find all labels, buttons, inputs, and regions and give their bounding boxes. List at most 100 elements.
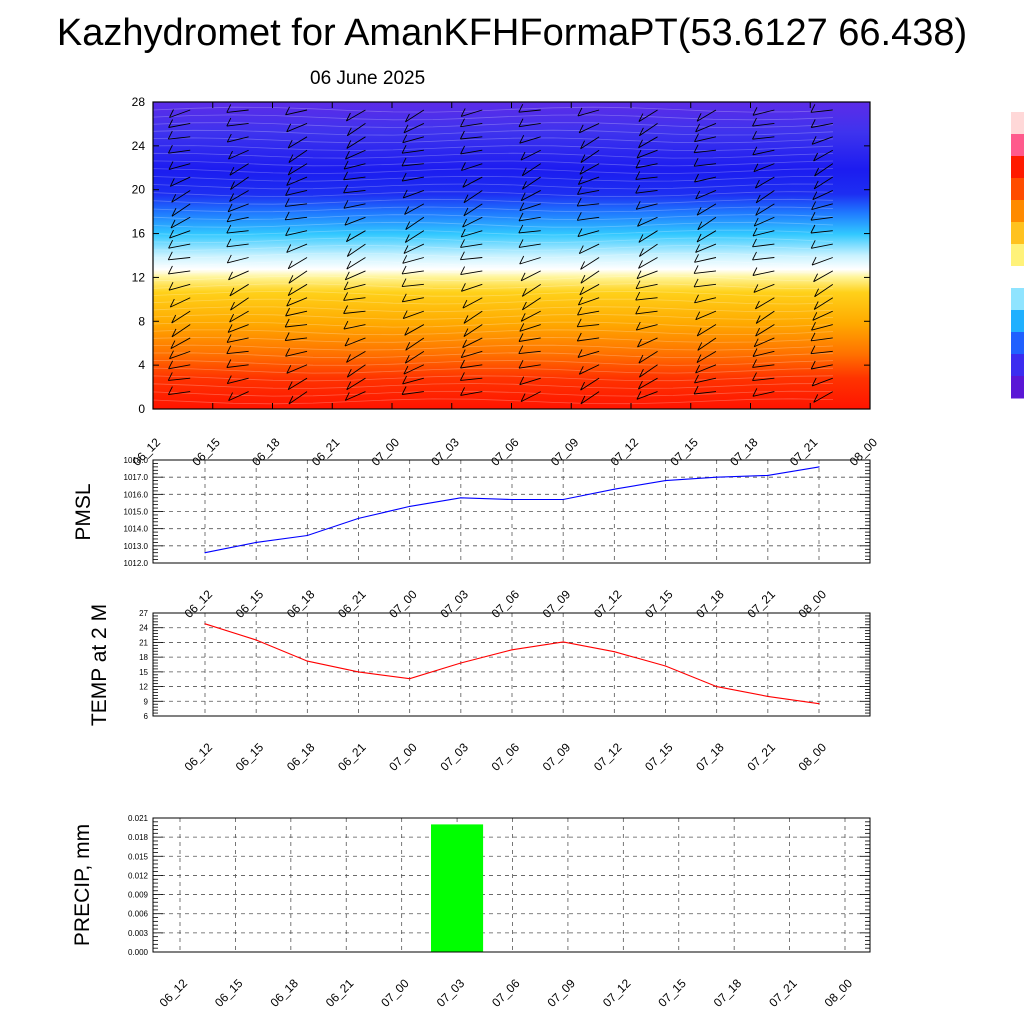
pmsl-point: [255, 541, 257, 544]
colorbar-swatch: [1011, 354, 1024, 377]
pmsl-x-tick-label: 07_09: [540, 587, 574, 621]
wind-barb-flag: [752, 117, 757, 127]
xsec-isoline: [152, 229, 834, 236]
wind-barb-flag: [752, 238, 757, 248]
wind-barb: [345, 270, 366, 281]
wind-barb: [752, 136, 775, 140]
wind-barb-flag: [287, 381, 293, 390]
wind-barb: [577, 310, 600, 316]
wind-barb: [522, 163, 541, 177]
wind-barb-flag: [167, 130, 173, 140]
wind-barb-flag: [753, 163, 759, 172]
wind-barb: [638, 109, 658, 122]
wind-barb: [402, 377, 424, 385]
wind-barb-flag: [755, 207, 761, 216]
wind-barb-flag: [344, 150, 350, 160]
wind-barb: [694, 163, 717, 167]
wind-barb: [695, 364, 717, 374]
wind-barb: [229, 283, 249, 297]
wind-barb: [697, 216, 717, 231]
wind-barb-flag: [460, 228, 466, 238]
wind-barb-flag: [576, 318, 582, 328]
wind-barb: [754, 337, 775, 348]
wind-barb-flag: [579, 286, 585, 296]
pmsl-point: [460, 497, 462, 499]
wind-barb: [285, 203, 308, 207]
wind-barb-flag: [284, 198, 290, 207]
precip-y-tick-label: 0.012: [128, 871, 149, 880]
wind-barb-flag: [169, 229, 174, 239]
wind-barb: [519, 377, 541, 386]
wind-barb: [694, 257, 717, 263]
wind-barb-flag: [227, 203, 233, 213]
wind-barb-flag: [814, 288, 820, 297]
wind-barb-flag: [460, 387, 466, 396]
xsec-isoline: [152, 106, 834, 113]
wind-barb-flag: [811, 256, 817, 266]
xsec-x-tick-label: 07_18: [727, 435, 761, 469]
temp-point: [511, 649, 513, 651]
wind-barb: [810, 216, 833, 221]
temp-y-tick-label: 27: [139, 609, 148, 618]
wind-barb: [346, 377, 366, 391]
wind-barb: [753, 283, 775, 293]
wind-barb: [755, 190, 775, 204]
wind-barb-flag: [518, 239, 524, 248]
wind-barb-flag: [404, 354, 410, 364]
xsec-isoline: [152, 290, 834, 297]
wind-barb: [752, 257, 775, 261]
wind-barb-flag: [696, 327, 702, 337]
wind-barb-flag: [752, 359, 757, 368]
pmsl-y-axis-title: PMSL: [72, 483, 95, 540]
wind-barb: [229, 190, 249, 202]
wind-barb-flag: [169, 109, 174, 118]
wind-barb: [518, 216, 541, 222]
pmsl-y-tick-label: 1012.0: [124, 559, 149, 568]
wind-barb-flag: [697, 342, 703, 351]
wind-barb: [345, 149, 366, 160]
wind-barb: [343, 203, 366, 209]
wind-barb: [813, 297, 834, 310]
wind-barb-flag: [755, 194, 761, 204]
wind-barb-flag: [343, 305, 349, 314]
precip-x-tick-label: 07_06: [489, 976, 523, 1010]
wind-barb-flag: [576, 197, 582, 207]
wind-barb: [170, 337, 191, 349]
wind-barb: [639, 364, 658, 378]
wind-barb-flag: [638, 260, 643, 269]
temp-x-tick-label: 07_03: [437, 740, 471, 774]
pmsl-x-tick-label: 07_12: [591, 587, 625, 621]
wind-barb-flag: [460, 118, 465, 127]
wind-barb-flag: [462, 179, 468, 188]
wind-barb-flag: [169, 178, 175, 187]
wind-barb-flag: [580, 381, 586, 391]
wind-barb: [461, 163, 483, 171]
wind-barb: [461, 109, 483, 117]
xsec-isoline: [152, 360, 834, 366]
xsec-isoline: [152, 114, 834, 121]
wind-barb: [286, 364, 308, 374]
precip-y-tick-label: 0.009: [128, 891, 149, 900]
wind-barb-flag: [635, 291, 641, 301]
wind-barb-flag: [346, 127, 352, 137]
wind-barb: [171, 190, 191, 203]
pmsl-y-tick-label: 1016.0: [124, 490, 149, 499]
wind-barb: [577, 109, 600, 117]
wind-barb-flag: [693, 144, 699, 153]
wind-barb-flag: [285, 187, 291, 196]
wind-barb-flag: [226, 104, 232, 113]
wind-barb: [346, 350, 366, 363]
wind-barb: [168, 364, 191, 370]
wind-barb: [285, 230, 308, 237]
wind-barb: [226, 230, 249, 234]
wind-barb: [285, 190, 308, 196]
wind-barb-flag: [696, 354, 702, 363]
xsec-isoline: [152, 214, 834, 221]
wind-barb-flag: [346, 368, 352, 378]
wind-barb: [230, 176, 249, 190]
temp-x-tick-label: 07_21: [744, 740, 778, 774]
wind-barb: [461, 350, 483, 359]
wind-barb-flag: [168, 239, 174, 249]
wind-barb-flag: [226, 375, 232, 384]
wind-barb-flag: [519, 202, 525, 211]
